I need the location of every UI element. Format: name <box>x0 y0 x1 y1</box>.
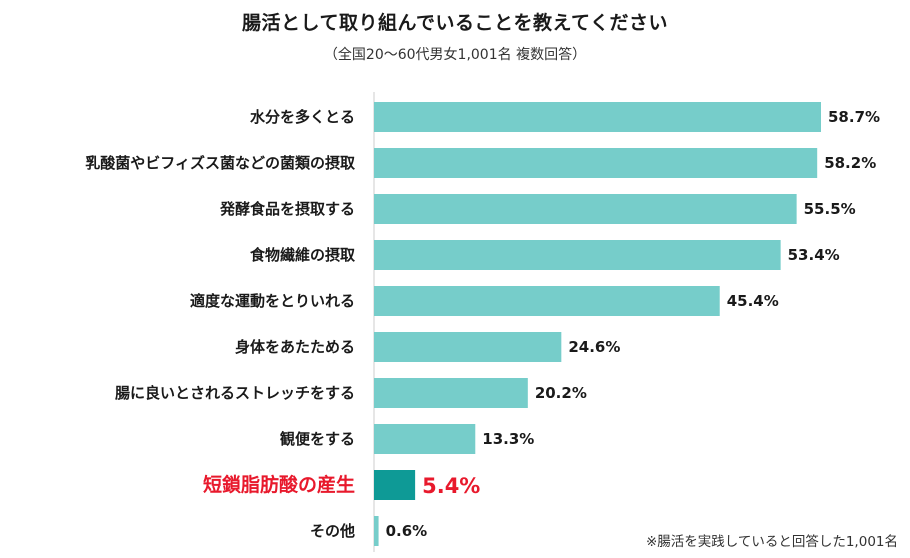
value-label: 58.2% <box>824 154 876 172</box>
bar <box>374 194 797 224</box>
category-label: 腸に良いとされるストレッチをする <box>115 384 355 402</box>
chart-subtitle: （全国20〜60代男女1,001名 複数回答） <box>323 47 587 63</box>
bar <box>374 516 379 546</box>
bar <box>374 332 562 362</box>
category-label: 短鎖脂肪酸の産生 <box>203 473 355 496</box>
bar <box>374 286 720 316</box>
category-label: 乳酸菌やビフィズス菌などの菌類の摂取 <box>85 154 356 172</box>
category-label: 水分を多くとる <box>250 108 355 126</box>
bar <box>374 240 781 270</box>
value-label: 45.4% <box>727 292 779 310</box>
category-label: 身体をあたためる <box>235 338 355 356</box>
value-label: 58.7% <box>828 108 880 126</box>
chart-title: 腸活として取り組んでいることを教えてください <box>242 12 668 34</box>
bar <box>374 102 821 132</box>
footnote: ※腸活を実践していると回答した1,001名 <box>645 534 898 550</box>
value-label: 13.3% <box>482 430 534 448</box>
value-label: 0.6% <box>386 522 428 540</box>
bar <box>374 378 528 408</box>
category-label: その他 <box>310 522 355 540</box>
value-label: 53.4% <box>788 246 840 264</box>
bar <box>374 148 818 178</box>
value-label: 20.2% <box>535 384 587 402</box>
category-label: 食物繊維の摂取 <box>250 246 356 264</box>
category-label: 観便をする <box>280 430 355 448</box>
category-label: 適度な運動をとりいれる <box>190 292 355 310</box>
value-label: 55.5% <box>804 200 856 218</box>
value-label: 5.4% <box>422 474 480 498</box>
bar <box>374 470 416 500</box>
category-label: 発酵食品を摂取する <box>219 200 355 218</box>
value-label: 24.6% <box>568 338 620 356</box>
bar <box>374 424 476 454</box>
